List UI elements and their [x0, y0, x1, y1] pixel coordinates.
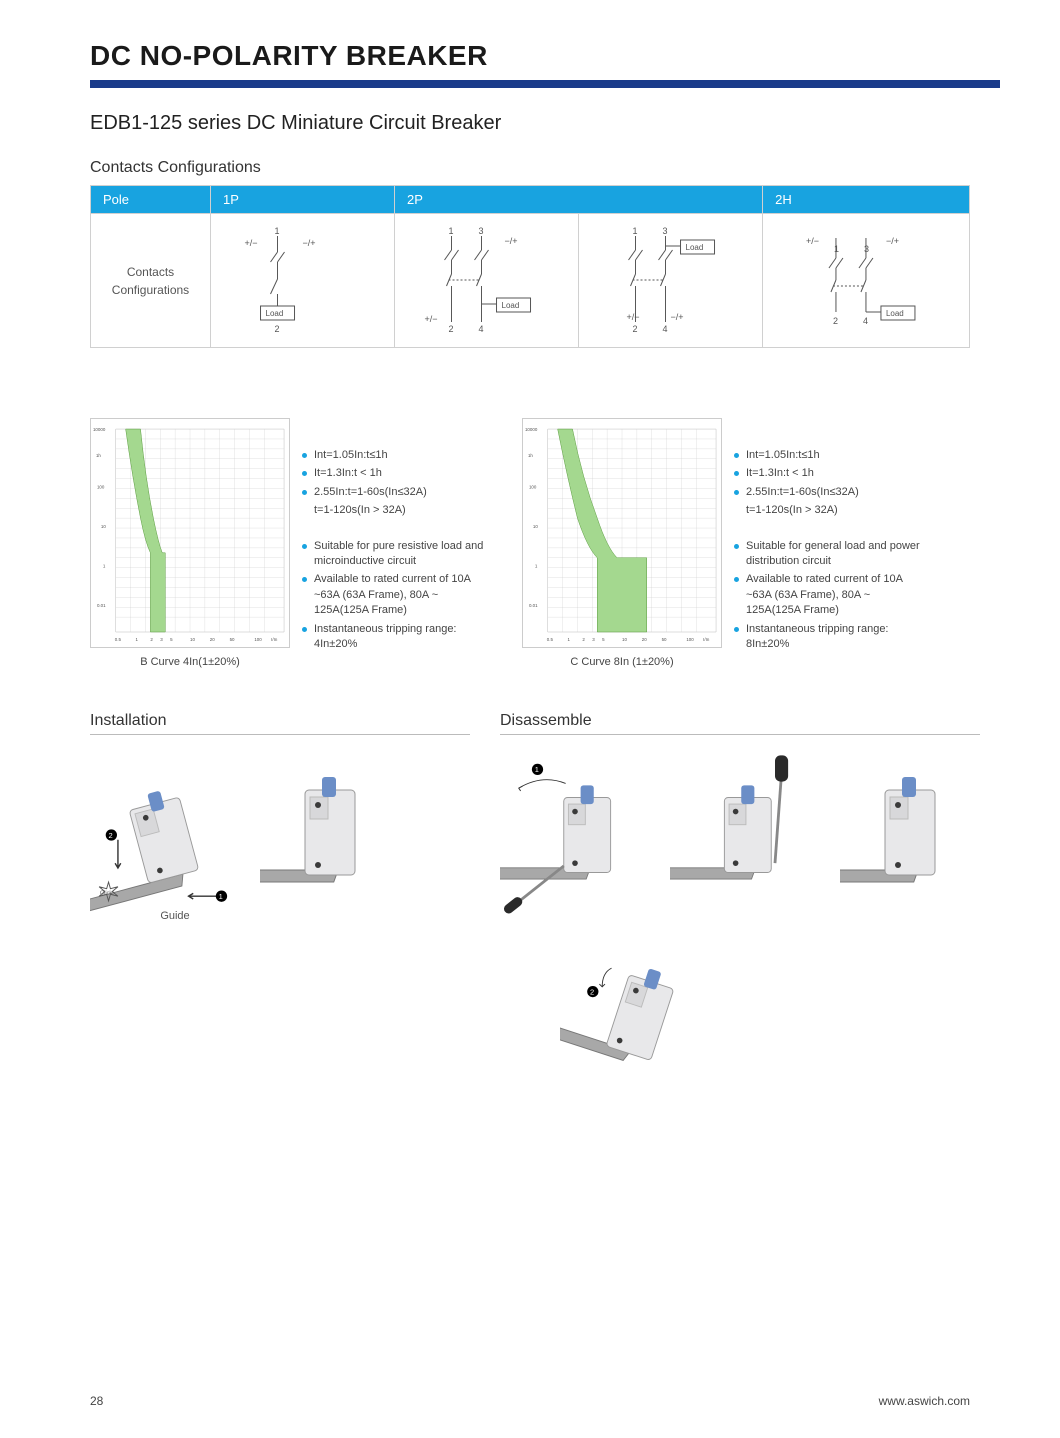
install-step2-icon: [260, 755, 400, 905]
svg-text:1: 1: [275, 226, 280, 236]
svg-text:4: 4: [479, 324, 484, 334]
row-label: Contacts Configurations: [91, 214, 211, 348]
svg-text:100: 100: [686, 637, 694, 642]
svg-text:2: 2: [150, 637, 153, 642]
svg-text:0.01: 0.01: [97, 603, 106, 608]
config-table: Pole 1P 2P 2H Contacts Configurations 1 …: [90, 185, 970, 348]
svg-text:Click!: Click!: [100, 891, 114, 897]
svg-text:+/−: +/−: [245, 238, 258, 248]
installation-col: Installation: [90, 712, 470, 1095]
svg-text:0.5: 0.5: [547, 637, 554, 642]
svg-text:1: 1: [834, 244, 839, 254]
svg-text:1: 1: [136, 637, 139, 642]
svg-text:Load: Load: [886, 309, 904, 318]
svg-text:2: 2: [833, 316, 838, 326]
install-row: Installation: [90, 712, 1000, 1095]
svg-text:Load: Load: [686, 243, 704, 252]
svg-text:Load: Load: [266, 309, 284, 318]
svg-text:1h: 1h: [96, 453, 101, 458]
page-title: DC NO-POLARITY BREAKER: [90, 40, 1000, 88]
svg-text:−/+: −/+: [886, 236, 899, 246]
svg-text:100: 100: [529, 484, 537, 489]
svg-text:1: 1: [633, 226, 638, 236]
disassemble-step1c-icon: [840, 755, 980, 905]
b-curve-caption: B Curve 4In(1±20%): [90, 656, 290, 668]
svg-text:10: 10: [533, 524, 538, 529]
b-curve-block: 10000 1h 100 10 1 0.01 0.5 1 2 3 5 10 20 50 100 I/In B…: [90, 418, 492, 672]
svg-text:−/+: −/+: [303, 238, 316, 248]
svg-text:4: 4: [863, 316, 868, 326]
install-step1-icon: 2 1 Click!: [90, 755, 240, 915]
disassemble-step2-icon: 2: [560, 935, 710, 1095]
svg-text:50: 50: [230, 637, 235, 642]
disassemble-col: Disassemble 1: [500, 712, 980, 1095]
svg-text:2: 2: [633, 324, 638, 334]
svg-text:2: 2: [590, 988, 594, 997]
svg-text:3: 3: [592, 637, 595, 642]
footer-url: www.aswich.com: [879, 1394, 970, 1408]
svg-text:1: 1: [219, 892, 223, 901]
svg-text:0.01: 0.01: [529, 603, 538, 608]
svg-text:+/−: +/−: [627, 312, 640, 322]
svg-text:10000: 10000: [93, 427, 106, 432]
svg-text:2: 2: [109, 831, 113, 840]
installation-title: Installation: [90, 712, 470, 735]
col-2p: 2P: [395, 186, 763, 214]
col-2h: 2H: [763, 186, 970, 214]
svg-text:3: 3: [479, 226, 484, 236]
svg-text:2: 2: [275, 324, 280, 334]
col-1p: 1P: [211, 186, 395, 214]
svg-text:−/+: −/+: [671, 312, 684, 322]
svg-text:−/+: −/+: [505, 236, 518, 246]
svg-text:5: 5: [602, 637, 605, 642]
svg-text:10: 10: [622, 637, 627, 642]
svg-text:1: 1: [568, 637, 571, 642]
svg-text:10: 10: [101, 524, 106, 529]
circuit-2p-a: 1 3 −/+: [395, 214, 579, 348]
section-contacts-config: Contacts Configurations: [90, 159, 1000, 177]
svg-text:2: 2: [582, 637, 585, 642]
svg-text:3: 3: [864, 244, 869, 254]
svg-text:Load: Load: [502, 301, 520, 310]
svg-text:+/−: +/−: [425, 314, 438, 324]
page-number: 28: [90, 1394, 103, 1408]
svg-text:50: 50: [662, 637, 667, 642]
svg-text:100: 100: [97, 484, 105, 489]
subtitle: EDB1-125 series DC Miniature Circuit Bre…: [90, 112, 1000, 135]
circuit-1p: 1 +/− −/+ Load 2: [211, 214, 395, 348]
svg-text:1: 1: [103, 564, 106, 569]
disassemble-step1b-icon: [670, 755, 820, 915]
svg-text:2: 2: [449, 324, 454, 334]
col-pole: Pole: [91, 186, 211, 214]
svg-text:100: 100: [254, 637, 262, 642]
disassemble-title: Disassemble: [500, 712, 980, 735]
b-curve-info: Int=1.05In:t≤1h It=1.3In:t < 1h 2.55In:t…: [302, 448, 492, 672]
charts-row: 10000 1h 100 10 1 0.01 0.5 1 2 3 5 10 20 50 100 I/In B…: [90, 418, 1000, 672]
svg-text:20: 20: [210, 637, 215, 642]
svg-text:1: 1: [535, 564, 538, 569]
c-curve-caption: C Curve 8In (1±20%): [522, 656, 722, 668]
c-curve-chart: 10000 1h 100 10 1 0.01 0.5 1 2 3 5 10 20 50 100 I/In: [522, 418, 722, 648]
svg-text:10: 10: [190, 637, 195, 642]
svg-text:1h: 1h: [528, 453, 533, 458]
svg-text:10000: 10000: [525, 427, 538, 432]
c-curve-info: Int=1.05In:t≤1h It=1.3In:t < 1h 2.55In:t…: [734, 448, 924, 672]
svg-text:+/−: +/−: [806, 236, 819, 246]
svg-text:3: 3: [160, 637, 163, 642]
svg-text:3: 3: [663, 226, 668, 236]
svg-text:I/In: I/In: [271, 637, 278, 642]
svg-text:0.5: 0.5: [115, 637, 122, 642]
footer: 28 www.aswich.com: [0, 1394, 1060, 1408]
c-curve-block: 10000 1h 100 10 1 0.01 0.5 1 2 3 5 10 20 50 100 I/In C…: [522, 418, 924, 672]
svg-text:4: 4: [663, 324, 668, 334]
svg-text:1: 1: [449, 226, 454, 236]
svg-text:1: 1: [535, 765, 539, 774]
circuit-2p-b: 1 3 Load: [579, 214, 763, 348]
svg-text:20: 20: [642, 637, 647, 642]
disassemble-step1-icon: 1: [500, 755, 650, 915]
circuit-2h: +/− −/+ 1 3: [763, 214, 970, 348]
b-curve-chart: 10000 1h 100 10 1 0.01 0.5 1 2 3 5 10 20 50 100 I/In: [90, 418, 290, 648]
svg-text:I/In: I/In: [703, 637, 710, 642]
svg-text:5: 5: [170, 637, 173, 642]
